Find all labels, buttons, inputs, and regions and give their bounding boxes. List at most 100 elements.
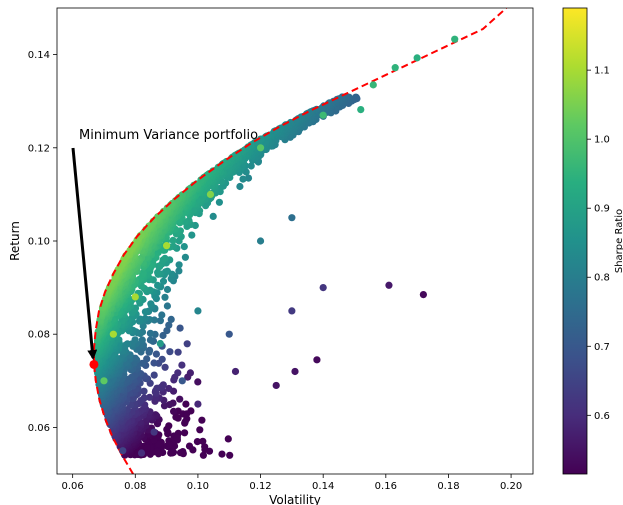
portfolio-point [194,378,202,386]
portfolio-point [139,322,147,330]
portfolio-point [419,290,427,299]
portfolio-point [172,413,180,421]
portfolio-point [205,447,214,455]
portfolio-point [165,321,173,329]
portfolio-point [199,437,207,445]
portfolio-point [231,367,240,376]
portfolio-point [186,369,194,377]
x-tick-label: 0.06 [62,481,84,492]
portfolio-point [288,214,296,222]
minimum-variance-point [89,359,99,369]
portfolio-point [175,261,183,269]
portfolio-point [138,336,146,344]
portfolio-point [154,281,162,289]
portfolio-point [152,350,160,358]
portfolio-point [413,54,421,62]
y-axis-label: Return [8,221,22,261]
portfolio-point [272,381,280,390]
portfolio-point [109,330,117,338]
portfolio-point [156,339,164,348]
colorbar-label: Sharpe Ratio [614,209,623,273]
portfolio-point [137,397,145,405]
portfolio-point [357,105,365,114]
portfolio-point [247,162,255,170]
portfolio-point [369,81,377,89]
portfolio-point [164,429,172,437]
portfolio-point [391,64,399,72]
colorbar-tick-label: 1.0 [594,135,610,146]
portfolio-point [194,400,202,408]
portfolio-point [236,182,244,191]
portfolio-point [169,236,177,244]
portfolio-point [385,281,393,289]
portfolio-point [174,348,182,356]
portfolio-point [131,354,139,362]
portfolio-point [154,268,162,276]
portfolio-point [180,243,188,251]
portfolio-point [188,231,196,239]
portfolio-point [451,35,459,43]
x-tick-label: 0.18 [437,481,459,492]
x-tick-label: 0.08 [124,481,146,492]
portfolio-point [193,438,201,446]
portfolio-point [175,267,183,275]
portfolio-point [194,307,202,315]
portfolio-point [206,190,215,198]
x-tick-label: 0.14 [312,481,334,492]
portfolio-point [198,416,206,424]
colorbar-gradient [562,7,588,475]
portfolio-point [196,426,204,434]
x-tick-label: 0.10 [187,481,209,492]
y-tick-label: 0.08 [28,330,50,341]
portfolio-point [154,440,163,448]
annotation-arrow [71,147,98,360]
portfolio-point [167,449,175,457]
portfolio-point [155,262,163,270]
colorbar-tick-label: 0.6 [594,411,610,422]
portfolio-point [159,256,167,264]
portfolio-point [256,144,265,152]
portfolio-point [159,277,168,285]
portfolio-point [153,384,161,392]
x-axis-label: Volatility [269,493,321,505]
portfolio-point [163,327,171,335]
portfolio-point [189,446,197,454]
portfolio-point [159,331,167,340]
portfolio-point [140,387,148,395]
x-tick-label: 0.12 [249,481,271,492]
portfolio-point [147,300,155,308]
portfolio-point [209,212,217,220]
portfolio-point [146,329,154,337]
portfolio-point [170,407,178,415]
portfolio-point [179,450,187,458]
portfolio-point [181,253,189,261]
portfolio-point [159,381,167,389]
portfolio-point [146,393,154,401]
portfolio-point [100,377,108,385]
portfolio-point [150,371,158,379]
colorbar-tick-label: 0.7 [594,342,610,353]
portfolio-point [166,348,174,356]
portfolio-point [319,111,327,119]
portfolio-point [183,410,191,418]
portfolio-point [218,450,226,458]
portfolio-point [199,451,207,459]
portfolio-point [137,449,146,457]
portfolio-point [146,346,154,354]
portfolio-point [136,315,144,323]
portfolio-point [165,422,173,430]
portfolio-point [146,336,154,344]
portfolio-point [242,168,250,176]
portfolio-point [150,428,158,436]
y-tick-label: 0.06 [28,423,50,434]
portfolio-point [161,363,169,371]
portfolio-point [176,324,184,332]
portfolio-point [239,175,247,183]
portfolio-point [178,377,186,385]
annotation: Minimum Variance portfolio [71,128,258,360]
portfolio-point [224,435,232,443]
x-tick-label: 0.20 [500,481,522,492]
y-tick-label: 0.10 [28,237,50,248]
portfolio-point [121,341,130,349]
